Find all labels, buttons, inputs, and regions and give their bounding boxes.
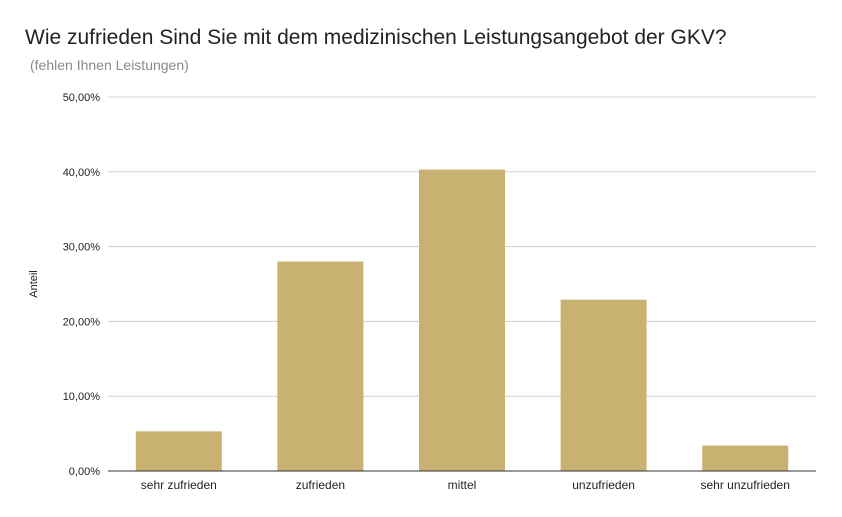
bar: [560, 299, 647, 471]
y-tick-label: 40,00%: [63, 167, 101, 179]
y-tick-label: 30,00%: [63, 242, 101, 254]
x-tick-label: mittel: [448, 478, 477, 492]
y-tick-label: 50,00%: [63, 92, 101, 104]
y-tick-label: 20,00%: [63, 316, 101, 328]
chart-subtitle: (fehlen Ihnen Leistungen): [30, 57, 189, 73]
chart-title: Wie zufrieden Sind Sie mit dem medizinis…: [25, 26, 727, 49]
y-tick-label: 10,00%: [63, 391, 101, 403]
y-tick-label: 0,00%: [69, 466, 100, 478]
bar: [135, 431, 222, 471]
bar: [419, 169, 505, 471]
x-tick-label: unzufrieden: [572, 478, 635, 492]
bar: [277, 261, 364, 471]
bar: [702, 445, 789, 471]
x-tick-label: zufrieden: [296, 478, 345, 492]
x-tick-label: sehr unzufrieden: [701, 478, 790, 492]
y-axis-label: Anteil: [28, 270, 40, 298]
x-tick-label: sehr zufrieden: [141, 478, 217, 492]
